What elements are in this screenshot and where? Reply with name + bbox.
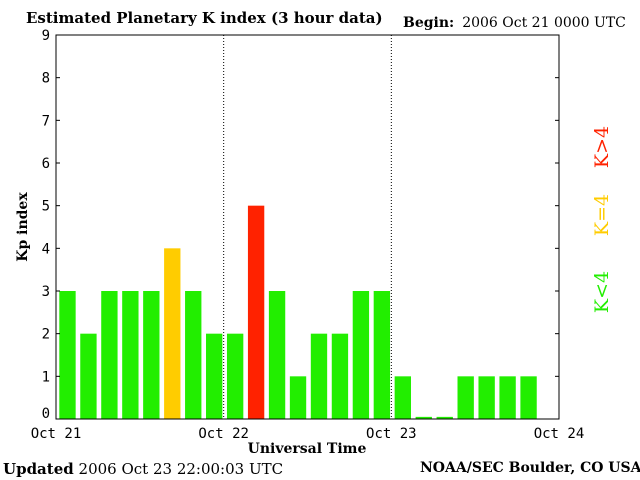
y-axis-title: Kp index — [15, 192, 31, 262]
kp-bar — [436, 416, 453, 419]
kp-bar — [268, 291, 286, 419]
x-tick-label: Oct 24 — [534, 426, 585, 442]
x-tick-label: Oct 22 — [198, 426, 249, 442]
kp-bar — [59, 291, 76, 419]
kp-bar — [478, 376, 495, 419]
day-dividers — [223, 35, 392, 419]
y-tick-label: 8 — [42, 71, 50, 87]
kp-bar — [373, 291, 391, 419]
kp-bar — [415, 416, 432, 419]
kp-bar — [164, 248, 181, 419]
chart-title: Estimated Planetary K index (3 hour data… — [26, 9, 383, 27]
updated-value: 2006 Oct 23 22:00:03 UTC — [78, 460, 284, 478]
plot-frame — [55, 34, 560, 420]
y-tick-label: 6 — [42, 156, 50, 172]
begin-date: Begin: 2006 Oct 21 0000 UTC — [403, 15, 626, 31]
begin-value: 2006 Oct 21 0000 UTC — [462, 15, 626, 31]
kp-bar — [206, 333, 223, 419]
updated-label: Updated — [3, 460, 74, 478]
kp-bar — [352, 291, 370, 419]
y-tick-label: 9 — [42, 28, 50, 44]
kp-bar — [185, 291, 202, 419]
y-tick-label: 2 — [42, 327, 50, 343]
y-tick-label: 3 — [42, 284, 50, 300]
legend-high: K>4 — [591, 126, 613, 168]
updated-timestamp: Updated 2006 Oct 23 22:00:03 UTC — [3, 460, 283, 478]
x-tick-label: Oct 23 — [366, 426, 417, 442]
y-axis: 0 1 2 3 4 5 6 7 8 9 — [42, 28, 559, 422]
kp-bar — [394, 376, 411, 419]
kp-bar — [331, 333, 349, 419]
x-tick-label: Oct 21 — [31, 426, 82, 442]
bars-layer — [59, 205, 537, 419]
y-tick-label: 5 — [42, 199, 50, 215]
kp-bar — [499, 376, 516, 419]
x-axis: Oct 21 Oct 22 Oct 23 Oct 24 — [31, 426, 585, 442]
kp-bar — [520, 376, 537, 419]
kp-bar — [226, 333, 244, 419]
kp-bar — [80, 333, 97, 419]
begin-label: Begin: — [403, 15, 455, 31]
x-axis-title: Universal Time — [248, 441, 367, 457]
kp-bar — [101, 291, 118, 419]
legend-mid: K=4 — [591, 194, 613, 236]
kp-bar — [122, 291, 139, 419]
kp-bar — [310, 333, 328, 419]
y-tick-label: 1 — [42, 369, 50, 385]
y-tick-label: 4 — [42, 241, 50, 257]
kp-bar — [247, 205, 265, 419]
kp-bar — [457, 376, 474, 419]
kp-bar — [289, 376, 307, 419]
y-tick-label: 0 — [42, 406, 50, 422]
legend-low: K<4 — [591, 271, 613, 313]
y-tick-label: 7 — [42, 113, 50, 129]
kp-bar — [143, 291, 160, 419]
credit-text: NOAA/SEC Boulder, CO USA — [420, 460, 640, 476]
